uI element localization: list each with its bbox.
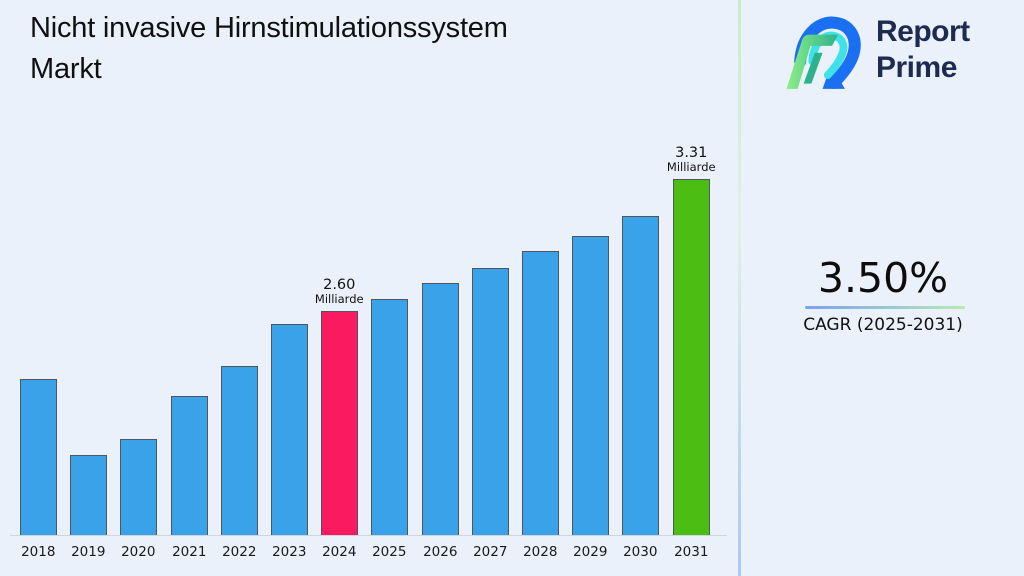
- logo-text-line2: Prime: [876, 51, 957, 84]
- x-tick-2023: 2023: [272, 544, 307, 560]
- bar-2029: [572, 236, 609, 535]
- page-title-line1: Nicht invasive Hirnstimulationssystem: [30, 12, 508, 44]
- x-tick-2022: 2022: [222, 544, 257, 560]
- bar-2018: [20, 379, 57, 535]
- value-label-number: 2.60: [323, 277, 356, 293]
- bar-2022: [221, 366, 258, 535]
- value-label-2024: 2.60 Milliarde: [294, 278, 384, 306]
- bar-2030: [622, 216, 659, 535]
- bar-2021: [171, 396, 208, 535]
- x-tick-2030: 2030: [623, 544, 658, 560]
- report-prime-logo-text: Report Prime: [876, 14, 970, 86]
- bar-2026: [422, 283, 459, 535]
- x-tick-2020: 2020: [121, 544, 156, 560]
- x-tick-2031: 2031: [674, 544, 709, 560]
- divider-line: [738, 0, 741, 576]
- bar-2025: [371, 299, 408, 535]
- page-title-line2: Markt: [30, 53, 102, 85]
- cagr-value: 3.50%: [817, 254, 949, 302]
- x-axis-line: [10, 535, 727, 536]
- x-tick-2024: 2024: [322, 544, 357, 560]
- cagr-underline: [805, 306, 965, 309]
- value-label-unit: Milliarde: [666, 160, 716, 174]
- bar-2023: [271, 324, 308, 535]
- value-label-2031: 3.31 Milliarde: [646, 146, 736, 174]
- report-prime-logo-icon: [786, 16, 861, 89]
- bar-chart: 2018 2019 2020 2021 2022 2023 2024 2025 2026 2027…: [10, 146, 736, 560]
- x-tick-2018: 2018: [21, 544, 56, 560]
- x-tick-2026: 2026: [423, 544, 458, 560]
- bar-2020: [120, 439, 157, 535]
- logo-text-line1: Report: [876, 15, 970, 48]
- page-title: Nicht invasive Hirnstimulationssystem Ma…: [30, 8, 508, 90]
- value-label-number: 3.31: [675, 145, 708, 161]
- cagr-label: CAGR (2025-2031): [803, 315, 963, 335]
- x-tick-2028: 2028: [523, 544, 558, 560]
- x-tick-2027: 2027: [473, 544, 508, 560]
- x-tick-2025: 2025: [372, 544, 407, 560]
- x-tick-2029: 2029: [573, 544, 608, 560]
- value-label-unit: Milliarde: [314, 292, 364, 306]
- bar-2031: [673, 179, 710, 535]
- bar-2027: [472, 268, 509, 535]
- bar-2019: [70, 455, 107, 535]
- x-tick-2021: 2021: [172, 544, 207, 560]
- x-tick-2019: 2019: [71, 544, 106, 560]
- bar-2024: [321, 311, 358, 535]
- bar-2028: [522, 251, 559, 535]
